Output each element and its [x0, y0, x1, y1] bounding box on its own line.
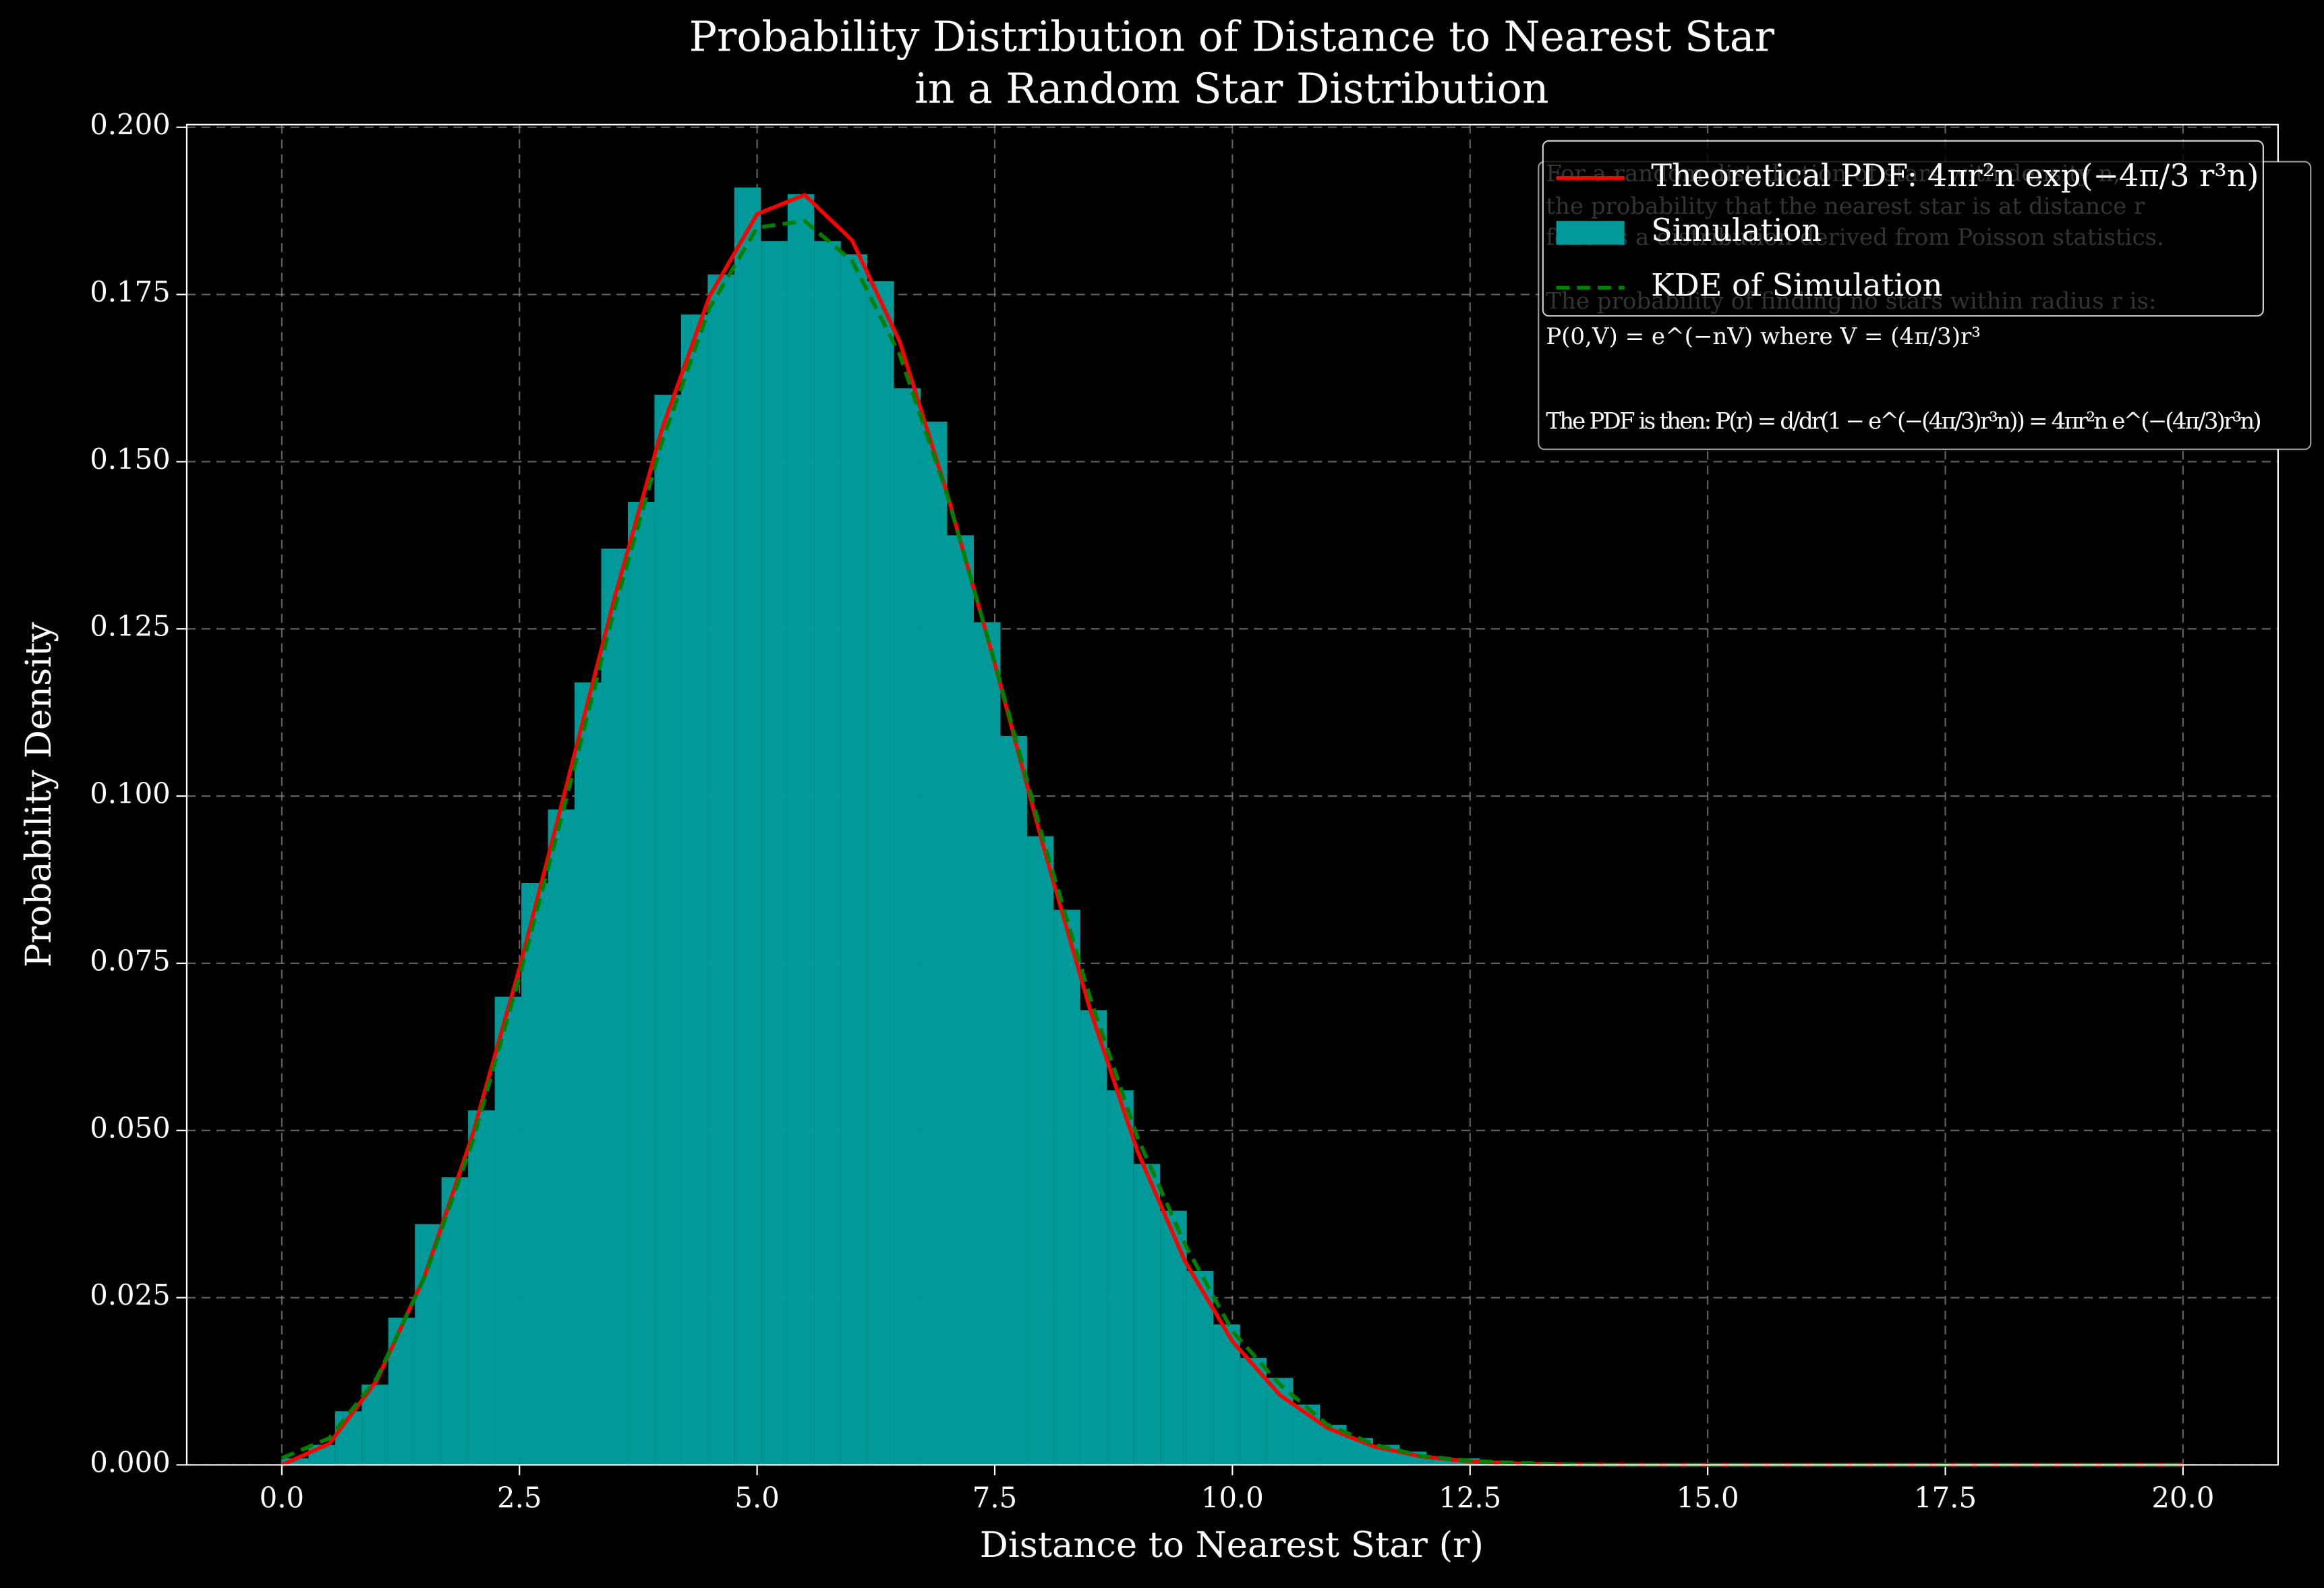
- histogram-bar: [1133, 1164, 1161, 1465]
- y-tick-label: 0.050: [90, 1111, 171, 1144]
- histogram-bar: [1213, 1324, 1240, 1465]
- plot-frame: [185, 123, 2279, 1466]
- histogram-bar: [548, 809, 575, 1465]
- x-tick-label: 10.0: [1201, 1481, 1264, 1514]
- legend-label: KDE of Simulation: [1651, 266, 1942, 303]
- histogram-bar: [947, 535, 974, 1465]
- x-tick-label: 15.0: [1677, 1481, 1739, 1514]
- histogram-bar: [1080, 1010, 1107, 1465]
- histogram-bar: [1426, 1458, 1453, 1465]
- annotation-text: The PDF is then: P(r) = d/dr(1 − e^(−(4π…: [1546, 407, 2261, 434]
- histogram-bar: [654, 395, 681, 1465]
- histogram-bar: [894, 388, 921, 1465]
- y-tick-label: 0.150: [90, 443, 171, 476]
- legend-label: Simulation: [1651, 212, 1822, 248]
- chart-subtitle: in a Random Star Distribution: [914, 64, 1548, 113]
- y-tick-label: 0.125: [90, 610, 171, 643]
- x-tick-label: 2.5: [497, 1481, 542, 1514]
- histogram-bar: [787, 194, 815, 1465]
- legend-label: Theoretical PDF: 4πr²n exp(−4π/3 r³n): [1651, 157, 2259, 194]
- annotation-text: P(0,V) = e^(−nV) where V = (4π/3)r³: [1546, 323, 1981, 350]
- x-axis-label: Distance to Nearest Star (r): [980, 1525, 1484, 1566]
- y-tick-label: 0.025: [90, 1278, 171, 1311]
- histogram-bar: [973, 622, 1001, 1465]
- x-tick-label: 5.0: [734, 1481, 779, 1514]
- histogram-bar: [814, 241, 841, 1465]
- histogram-bar: [1026, 836, 1054, 1465]
- histogram-bar: [521, 882, 548, 1465]
- histogram-bar: [361, 1384, 388, 1465]
- histogram-bar: [281, 1458, 309, 1465]
- histogram-bar: [468, 1110, 495, 1465]
- histogram-bar: [707, 274, 734, 1465]
- legend-swatch: [1556, 221, 1625, 245]
- histogram-bar: [1267, 1378, 1294, 1465]
- histogram-bar: [921, 421, 948, 1465]
- y-tick-label: 0.000: [90, 1446, 171, 1479]
- histogram-bar: [840, 254, 868, 1465]
- x-tick-label: 12.5: [1439, 1481, 1501, 1514]
- chart-title: Probability Distribution of Distance to …: [689, 13, 1775, 61]
- histogram-bar: [1107, 1090, 1134, 1465]
- y-axis-label: Probability Density: [18, 622, 59, 967]
- histogram-bar: [867, 281, 894, 1465]
- y-tick-label: 0.200: [90, 108, 171, 141]
- histogram-bar: [627, 501, 655, 1465]
- histogram-bar: [1160, 1210, 1187, 1465]
- histogram-bar: [734, 187, 761, 1465]
- histogram-bar: [574, 682, 602, 1465]
- y-tick-label: 0.075: [90, 944, 171, 977]
- y-tick-label: 0.100: [90, 777, 171, 810]
- x-tick-label: 20.0: [2151, 1481, 2214, 1514]
- histogram-bar: [761, 241, 788, 1465]
- legend-box: [1542, 140, 2264, 317]
- y-tick-label: 0.175: [90, 275, 171, 308]
- x-tick-label: 17.5: [1914, 1481, 1977, 1514]
- x-tick-label: 0.0: [260, 1481, 304, 1514]
- histogram-bar: [601, 548, 628, 1465]
- x-tick-label: 7.5: [972, 1481, 1017, 1514]
- histogram-bar: [494, 996, 522, 1465]
- histogram-bar: [1053, 909, 1080, 1465]
- histogram-bar: [388, 1317, 415, 1465]
- histogram-bar: [680, 314, 708, 1465]
- histogram-bar: [1000, 735, 1027, 1465]
- histogram-bar: [441, 1177, 469, 1465]
